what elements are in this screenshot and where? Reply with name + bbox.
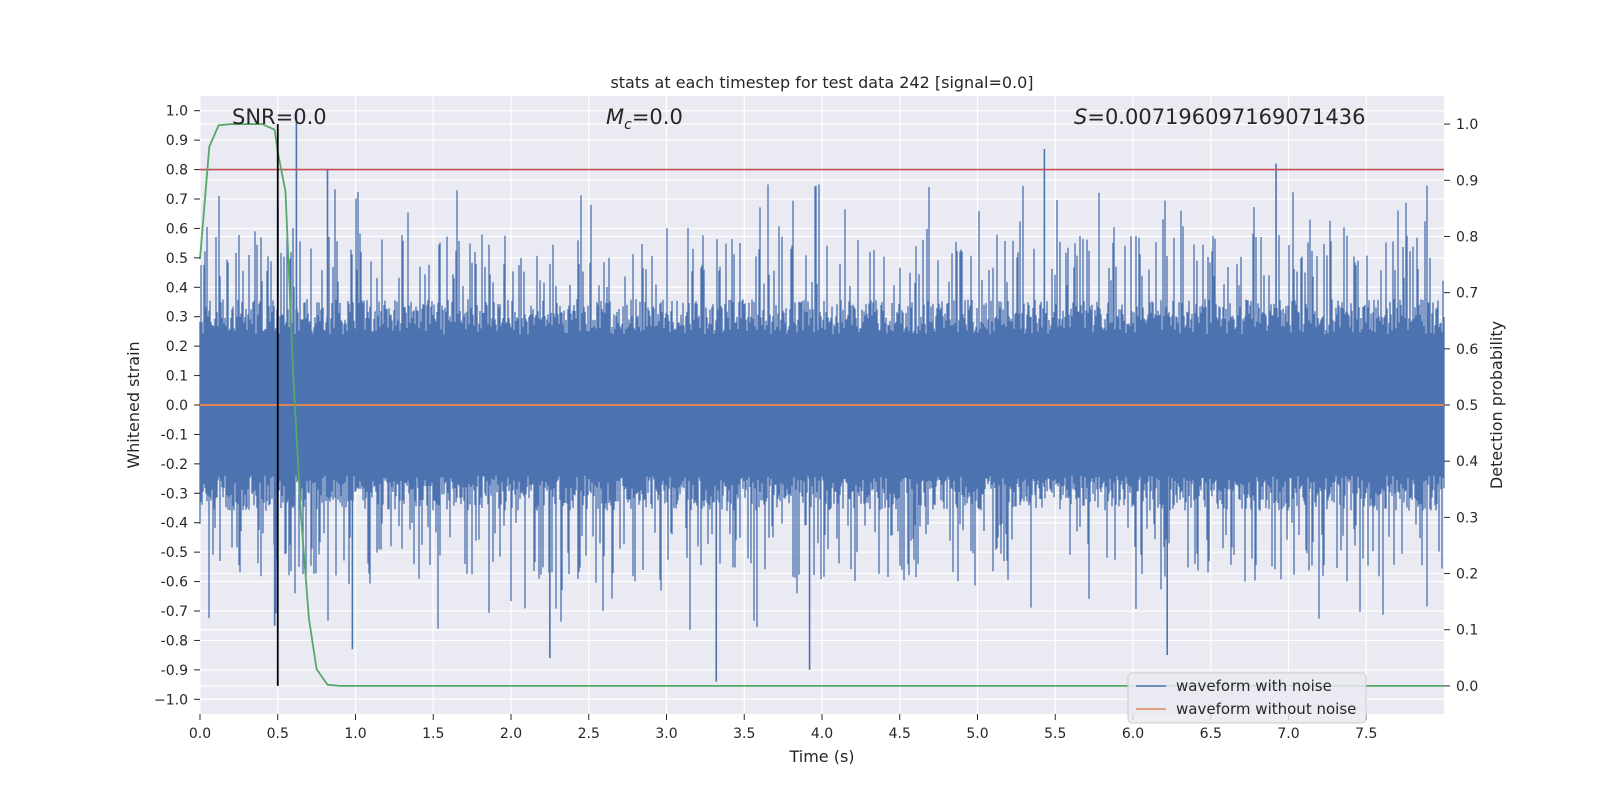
s-annotation: S=0.007196097169071436 bbox=[1074, 105, 1365, 129]
y-tick-label: -0.3 bbox=[161, 486, 188, 502]
y2-tick-label: 0.0 bbox=[1456, 679, 1478, 695]
y2-tick-label: 0.6 bbox=[1456, 342, 1478, 358]
y-tick-label: -0.9 bbox=[161, 663, 188, 679]
x-tick-label: 2.0 bbox=[500, 726, 522, 742]
snr-annotation: SNR=0.0 bbox=[232, 105, 327, 129]
x-tick-label: 7.0 bbox=[1277, 726, 1299, 742]
y-tick-label: 0.3 bbox=[166, 310, 188, 326]
x-tick-label: 6.5 bbox=[1200, 726, 1222, 742]
y2-tick-label: 0.2 bbox=[1456, 567, 1478, 583]
mc-subscript: c bbox=[624, 117, 632, 133]
y-axis-ticks: 1.0 0.9 0.8 0.7 0.6 0.5 0.4 0.3 0.2 0.1 0.0 -0.1 -0.… bbox=[154, 104, 200, 708]
y2-tick-label: 1.0 bbox=[1456, 117, 1478, 133]
x-axis-title: Time (s) bbox=[788, 747, 854, 766]
x-tick-label: 4.5 bbox=[889, 726, 911, 742]
y-tick-label: -0.2 bbox=[161, 457, 188, 473]
mc-symbol: M bbox=[606, 105, 624, 129]
x-tick-label: 0.5 bbox=[267, 726, 289, 742]
y-tick-label: -0.6 bbox=[161, 575, 188, 591]
noise-waveform-path bbox=[199, 184, 1445, 630]
y-tick-label: -0.5 bbox=[161, 545, 188, 561]
y-tick-label: 0.0 bbox=[166, 398, 188, 414]
x-tick-label: 5.5 bbox=[1044, 726, 1066, 742]
x-tick-label: 1.5 bbox=[422, 726, 444, 742]
x-tick-label: 0.0 bbox=[189, 726, 211, 742]
y2-tick-label: 0.5 bbox=[1456, 398, 1478, 414]
y-tick-label: 0.6 bbox=[166, 221, 188, 237]
y2-tick-label: 0.7 bbox=[1456, 286, 1478, 302]
x-tick-label: 3.0 bbox=[655, 726, 677, 742]
mc-value: =0.0 bbox=[632, 105, 683, 129]
y-tick-label: 0.5 bbox=[166, 251, 188, 267]
detection-probability-line bbox=[199, 123, 1444, 687]
y2-tick-label: 0.3 bbox=[1456, 510, 1478, 526]
y-tick-label: 0.1 bbox=[166, 369, 188, 385]
y-tick-label: −1.0 bbox=[154, 692, 188, 708]
y-tick-label: 0.8 bbox=[166, 163, 188, 179]
y-tick-label: 0.7 bbox=[166, 192, 188, 208]
x-tick-label: 6.0 bbox=[1122, 726, 1144, 742]
y2-axis-title: Detection probability bbox=[1487, 321, 1506, 489]
legend-box bbox=[1127, 672, 1367, 724]
legend-clean-label: waveform without noise bbox=[1176, 700, 1356, 718]
y2-tick-label: 0.9 bbox=[1456, 173, 1478, 189]
legend-noise-label: waveform with noise bbox=[1176, 677, 1332, 695]
y2-axis-ticks: 1.0 0.9 0.8 0.7 0.6 0.5 0.4 0.3 0.2 0.1 0.0 bbox=[1444, 117, 1478, 695]
y-tick-label: -0.1 bbox=[161, 427, 188, 443]
y-tick-label: 0.4 bbox=[166, 280, 188, 296]
y-axis-title: Whitened strain bbox=[124, 341, 143, 468]
y2-tick-label: 0.8 bbox=[1456, 229, 1478, 245]
x-tick-label: 1.0 bbox=[344, 726, 366, 742]
x-tick-label: 2.5 bbox=[578, 726, 600, 742]
y-tick-label: -0.8 bbox=[161, 633, 188, 649]
waveform-with-noise-series bbox=[199, 110, 1445, 682]
chart-title: stats at each timestep for test data 242… bbox=[610, 73, 1033, 92]
x-tick-label: 5.0 bbox=[966, 726, 988, 742]
x-tick-label: 7.5 bbox=[1355, 726, 1377, 742]
mc-annotation: Mc=0.0 bbox=[606, 105, 683, 133]
y-tick-label: 1.0 bbox=[166, 104, 188, 120]
x-tick-label: 3.5 bbox=[733, 726, 755, 742]
y-tick-label: 0.2 bbox=[166, 339, 188, 355]
y2-tick-label: 0.4 bbox=[1456, 454, 1478, 470]
s-symbol: S bbox=[1074, 105, 1087, 129]
y-tick-label: -0.4 bbox=[161, 516, 188, 532]
x-tick-label: 4.0 bbox=[811, 726, 833, 742]
y2-tick-label: 0.1 bbox=[1456, 623, 1478, 639]
y-tick-label: 0.9 bbox=[166, 133, 188, 149]
legend: waveform with noise waveform without noi… bbox=[1127, 672, 1367, 724]
y-tick-label: -0.7 bbox=[161, 604, 188, 620]
s-value: =0.007196097169071436 bbox=[1087, 105, 1365, 129]
